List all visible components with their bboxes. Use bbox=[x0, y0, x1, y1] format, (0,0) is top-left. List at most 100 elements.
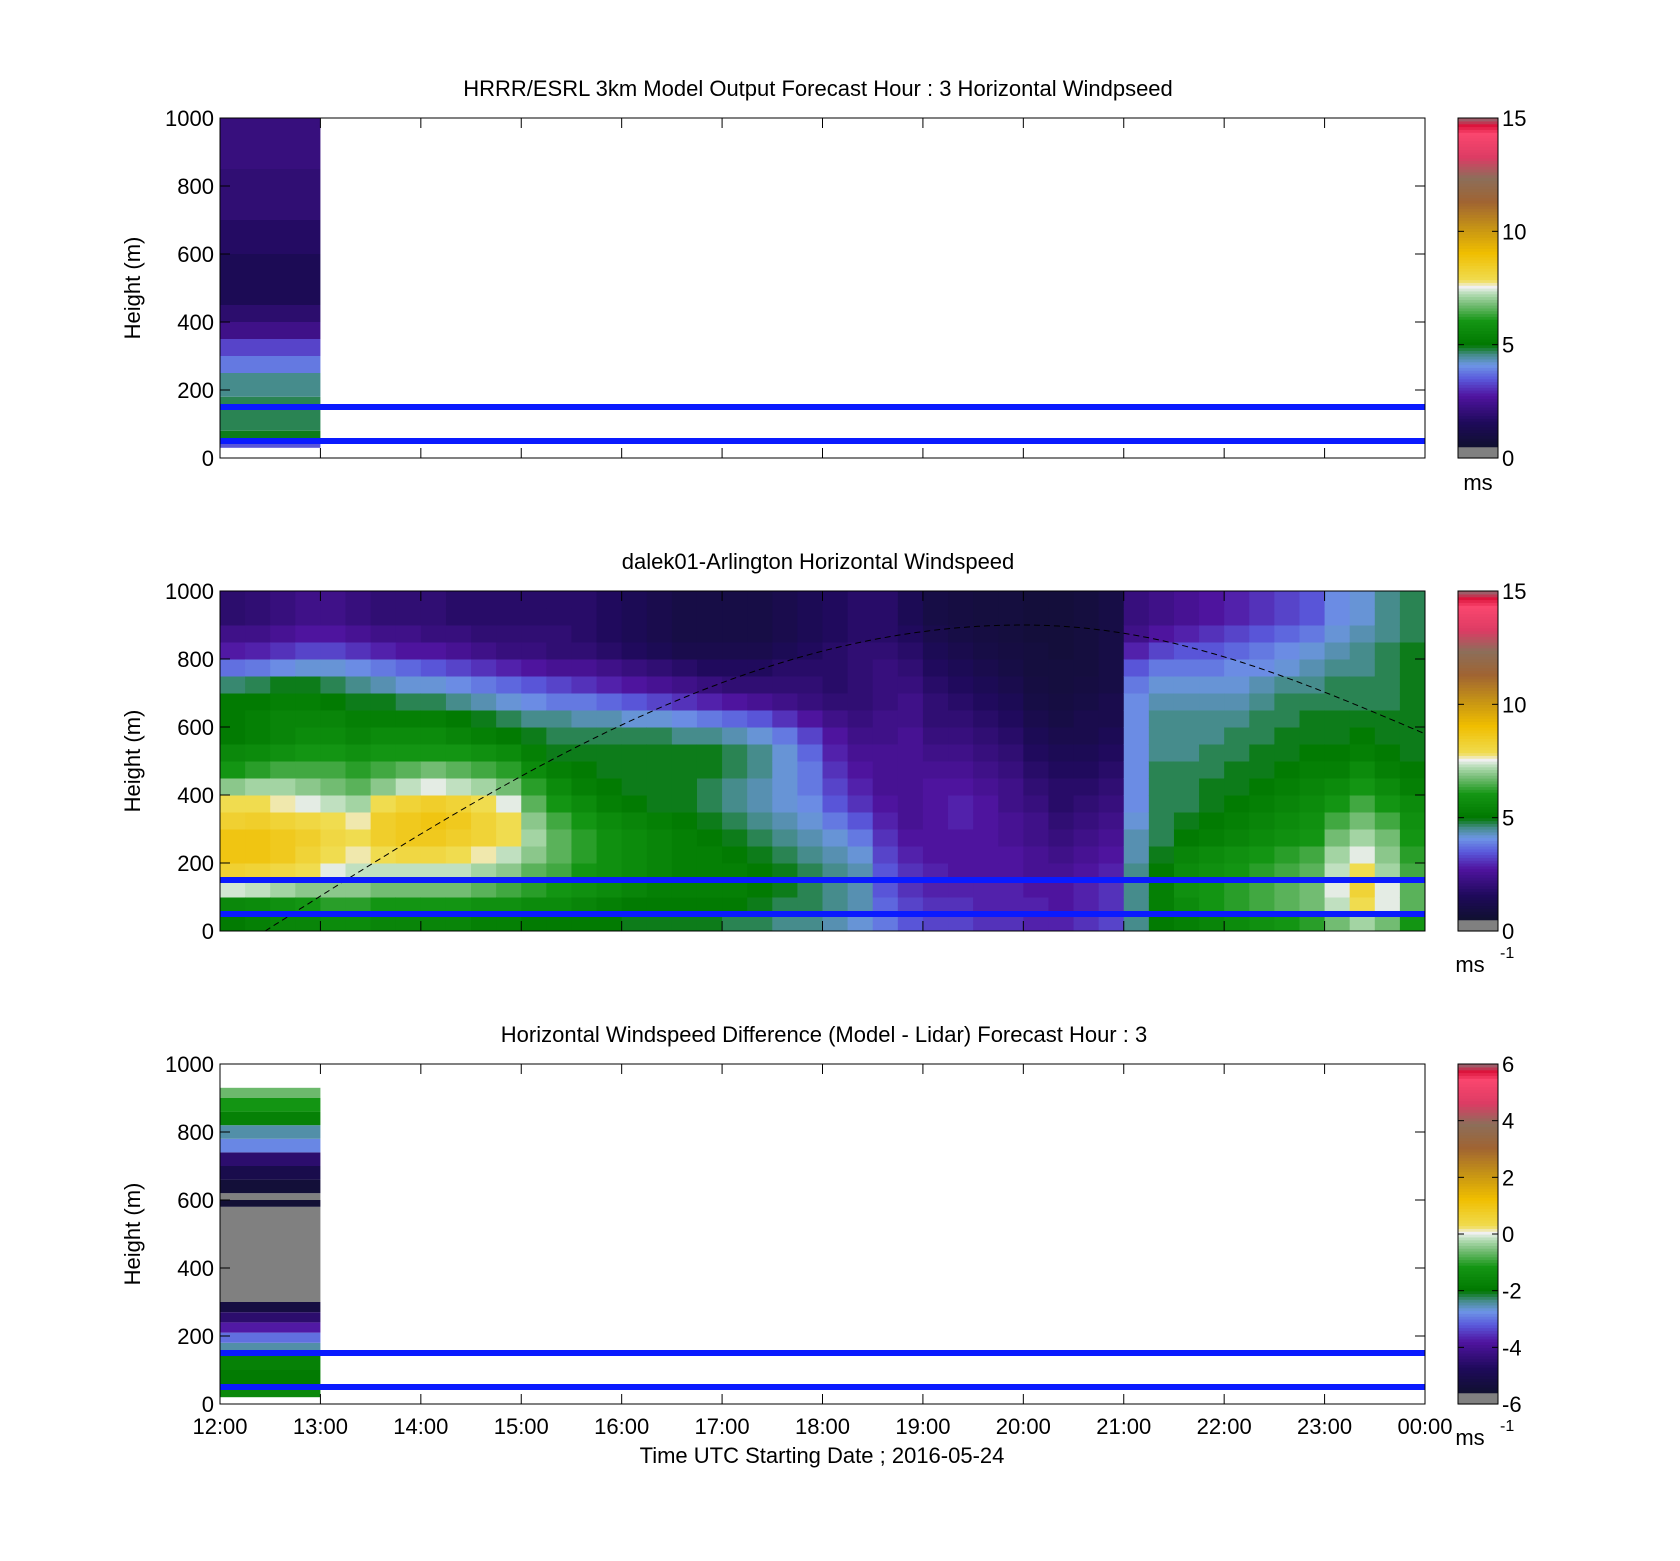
colorbar-swatch bbox=[1458, 169, 1498, 173]
heatmap-cell bbox=[1023, 880, 1049, 898]
heatmap-cell bbox=[1374, 897, 1401, 915]
heatmap-cell bbox=[722, 710, 748, 728]
panel-model-windspeed: HRRR/ESRL 3km Model Output Forecast Hour… bbox=[120, 76, 1526, 495]
heatmap-cell bbox=[420, 727, 447, 745]
heatmap-cell bbox=[270, 710, 296, 728]
heatmap-cell bbox=[1123, 608, 1150, 626]
heatmap-cell bbox=[1098, 693, 1125, 711]
heatmap-cell bbox=[897, 863, 924, 881]
colorbar-swatch bbox=[1458, 188, 1498, 193]
heatmap-cell bbox=[395, 710, 422, 728]
heatmap-cell bbox=[1173, 744, 1200, 762]
heatmap-cell bbox=[1224, 914, 1250, 932]
heatmap-cell bbox=[1048, 863, 1075, 881]
colorbar-swatch bbox=[1458, 398, 1498, 402]
heatmap-cell bbox=[345, 608, 372, 626]
heatmap-cell bbox=[220, 1302, 321, 1313]
heatmap-cell bbox=[546, 795, 572, 813]
heatmap-cell bbox=[220, 1138, 321, 1153]
colorbar-swatch bbox=[1458, 1202, 1498, 1207]
heatmap-cell bbox=[1199, 846, 1225, 864]
heatmap-cell bbox=[1148, 761, 1175, 779]
heatmap-cell bbox=[445, 812, 472, 830]
heatmap-cell bbox=[270, 727, 296, 745]
colorbar-swatch bbox=[1458, 1098, 1498, 1102]
heatmap-cell bbox=[546, 693, 572, 711]
heatmap-cell bbox=[1148, 897, 1175, 915]
colorbar-swatch bbox=[1458, 647, 1498, 652]
heatmap-cell bbox=[772, 914, 798, 932]
colorbar-swatch bbox=[1458, 625, 1498, 629]
heatmap-cell bbox=[1073, 761, 1100, 779]
heatmap-cell bbox=[220, 625, 246, 643]
colorbar-swatch bbox=[1458, 180, 1498, 184]
colorbar-swatch bbox=[1458, 916, 1498, 921]
heatmap-cell bbox=[621, 659, 648, 677]
heatmap-cell bbox=[1098, 625, 1125, 643]
heatmap-cell bbox=[747, 795, 773, 813]
heatmap-cell bbox=[1023, 914, 1049, 932]
heatmap-cell bbox=[270, 693, 296, 711]
colorbar-swatch bbox=[1458, 783, 1498, 788]
heatmap-cell bbox=[245, 642, 271, 660]
heatmap-cell bbox=[847, 591, 874, 609]
heatmap-cell bbox=[646, 880, 673, 898]
heatmap-cell bbox=[596, 693, 623, 711]
heatmap-cell bbox=[1224, 693, 1250, 711]
heatmap-cell bbox=[220, 727, 246, 745]
heatmap-cell bbox=[872, 608, 899, 626]
colorbar-swatch bbox=[1458, 814, 1498, 819]
heatmap-cell bbox=[1173, 642, 1200, 660]
heatmap-cell bbox=[621, 761, 648, 779]
y-tick-label: 800 bbox=[177, 174, 214, 199]
heatmap-cell bbox=[395, 761, 422, 779]
colorbar-swatch bbox=[1458, 1378, 1498, 1382]
heatmap-cell bbox=[1073, 863, 1100, 881]
heatmap-cell bbox=[747, 863, 773, 881]
heatmap-cell bbox=[1324, 676, 1351, 694]
heatmap-cell bbox=[1274, 608, 1300, 626]
heatmap-cell bbox=[897, 608, 924, 626]
heatmap-cell bbox=[345, 846, 372, 864]
heatmap-cell bbox=[220, 441, 321, 448]
heatmap-cell bbox=[1173, 608, 1200, 626]
heatmap-cell bbox=[1123, 914, 1150, 932]
colorbar-swatch bbox=[1458, 1330, 1498, 1334]
heatmap-cell bbox=[1048, 676, 1075, 694]
colorbar-swatch bbox=[1458, 268, 1498, 272]
colorbar-swatch bbox=[1458, 132, 1498, 136]
heatmap-cell bbox=[1123, 880, 1150, 898]
heatmap-cell bbox=[220, 761, 246, 779]
heatmap-cell bbox=[1073, 812, 1100, 830]
reference-lines bbox=[220, 404, 1425, 444]
heatmap-cell bbox=[571, 778, 598, 796]
colorbar-swatch bbox=[1458, 775, 1498, 779]
heatmap-cell bbox=[370, 829, 397, 847]
heatmap-cell bbox=[1349, 676, 1376, 694]
colorbar-swatch bbox=[1458, 644, 1498, 649]
heatmap-cell bbox=[847, 795, 874, 813]
colorbar-swatch bbox=[1458, 438, 1498, 442]
panel-title: Horizontal Windspeed Difference (Model -… bbox=[501, 1022, 1147, 1047]
heatmap-cell bbox=[872, 727, 899, 745]
heatmap-cell bbox=[847, 778, 874, 796]
heatmap-cell bbox=[395, 727, 422, 745]
colorbar-swatch bbox=[1458, 795, 1498, 799]
heatmap-cell bbox=[546, 710, 572, 728]
heatmap-cell bbox=[1073, 914, 1100, 932]
colorbar-swatch bbox=[1458, 1222, 1498, 1227]
heatmap-cell bbox=[320, 880, 347, 898]
heatmap-cell bbox=[696, 625, 723, 643]
heatmap-cell bbox=[220, 1370, 321, 1387]
colorbar-swatch bbox=[1458, 769, 1498, 773]
plot-area bbox=[220, 591, 1426, 932]
heatmap-cell bbox=[1023, 642, 1049, 660]
heatmap-cell bbox=[1148, 676, 1175, 694]
heatmap-cell bbox=[571, 761, 598, 779]
colorbar-swatch bbox=[1458, 126, 1498, 130]
heatmap-cell bbox=[998, 829, 1024, 847]
heatmap-cell bbox=[571, 829, 598, 847]
heatmap-cell bbox=[1023, 744, 1049, 762]
heatmap-cell bbox=[1399, 846, 1426, 864]
heatmap-cell bbox=[1374, 642, 1401, 660]
